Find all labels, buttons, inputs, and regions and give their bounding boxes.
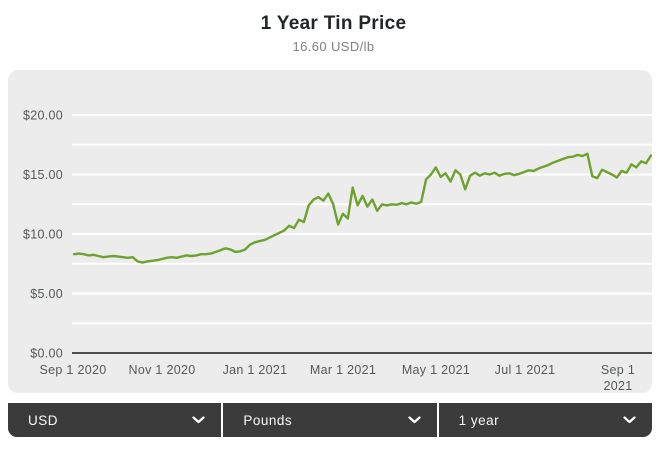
chevron-down-icon: [623, 416, 636, 424]
x-tick-label: Sep 1: [601, 363, 635, 377]
x-tick-label: Mar 1 2021: [310, 363, 376, 377]
y-tick-label: $5.00: [30, 287, 63, 301]
x-tick-label: Sep 1 2020: [40, 363, 107, 377]
chevron-down-icon: [408, 416, 421, 424]
chart-header: 1 Year Tin Price 16.60 USD/lb: [0, 0, 667, 54]
currency-select-value: USD: [28, 412, 59, 428]
price-line: [72, 152, 652, 264]
chevron-down-icon: [192, 416, 205, 424]
currency-select[interactable]: USD: [8, 403, 221, 437]
time-range-select-value: 1 year: [458, 412, 500, 428]
weight-unit-select-value: Pounds: [243, 412, 293, 428]
y-tick-label: $20.00: [23, 109, 63, 123]
controls-bar: USD Pounds 1 year: [8, 403, 652, 437]
x-tick-label: Jul 1 2021: [495, 363, 556, 377]
price-chart: $20.00 $15.00 $10.00 $5.00 $0.00 Sep 1 2020 No…: [23, 109, 652, 393]
current-price: 16.60 USD/lb: [292, 39, 375, 54]
x-tick-label: May 1 2021: [402, 363, 470, 377]
page-title: 1 Year Tin Price: [260, 13, 407, 34]
chart-panel: $20.00 $15.00 $10.00 $5.00 $0.00 Sep 1 2020 No…: [8, 70, 652, 393]
weight-unit-select[interactable]: Pounds: [221, 403, 436, 437]
time-range-select[interactable]: 1 year: [436, 403, 652, 437]
y-tick-label: $15.00: [23, 168, 63, 182]
x-tick-label: 2021: [603, 379, 632, 393]
x-tick-label: Nov 1 2020: [129, 363, 196, 377]
y-tick-label: $10.00: [23, 228, 63, 242]
x-tick-label: Jan 1 2021: [223, 363, 288, 377]
y-tick-label: $0.00: [30, 347, 63, 361]
